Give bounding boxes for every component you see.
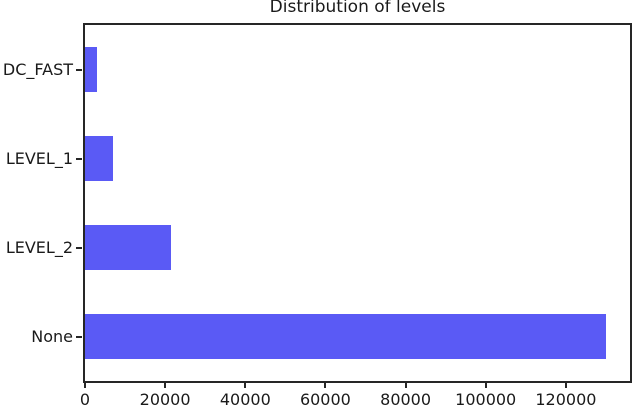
- x-tick-mark: [324, 383, 327, 388]
- x-tick-mark: [404, 383, 407, 388]
- x-tick-mark: [484, 383, 487, 388]
- x-tick-label: 100000: [455, 390, 517, 409]
- plot-area: [83, 23, 632, 383]
- chart-title: Distribution of levels: [269, 0, 446, 17]
- x-tick-mark: [244, 383, 247, 388]
- y-tick-mark: [76, 335, 82, 338]
- x-tick-label: 40000: [219, 390, 271, 409]
- y-tick-mark: [76, 157, 82, 160]
- x-tick-label: 20000: [139, 390, 191, 409]
- y-tick-label: LEVEL_2: [5, 237, 73, 257]
- y-tick-mark: [76, 68, 82, 71]
- x-tick-label: 60000: [299, 390, 351, 409]
- y-tick-mark: [76, 246, 82, 249]
- x-tick-mark: [164, 383, 167, 388]
- y-tick-label: LEVEL_1: [5, 148, 73, 168]
- x-tick-label: 0: [79, 390, 91, 409]
- x-tick-label: 80000: [380, 390, 432, 409]
- y-tick-label: None: [31, 326, 73, 346]
- x-tick-label: 120000: [535, 390, 597, 409]
- x-tick-mark: [84, 383, 86, 388]
- y-tick-label: DC_FAST: [2, 59, 73, 79]
- x-tick-mark: [564, 383, 567, 388]
